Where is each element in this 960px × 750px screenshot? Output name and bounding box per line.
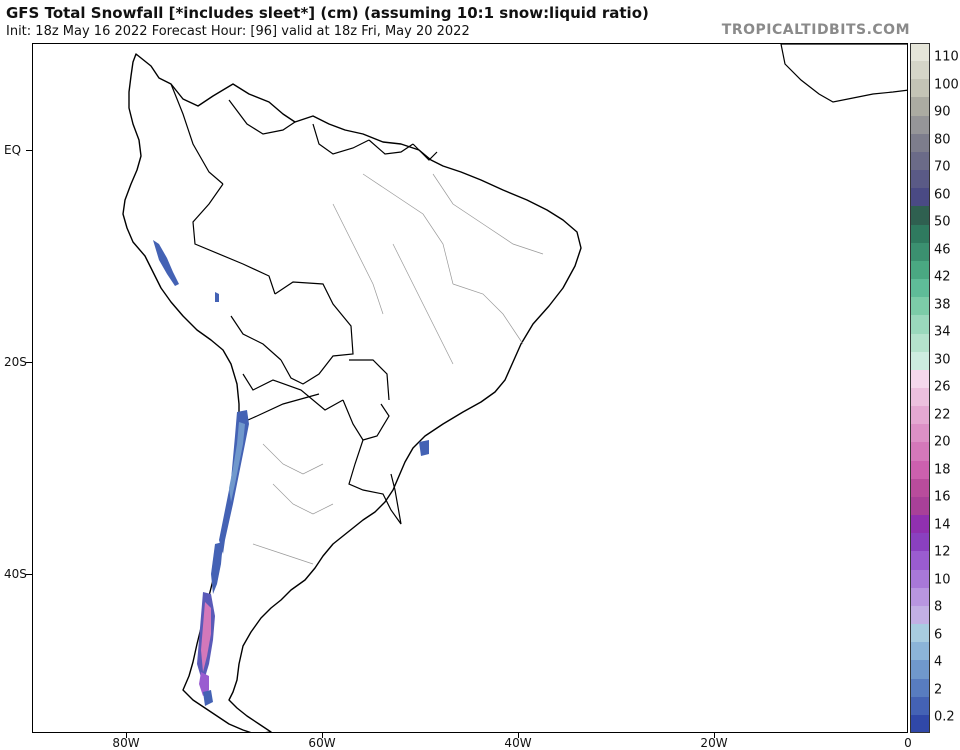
- lon-label-20w: 20W: [700, 736, 728, 750]
- colorbar-swatch: [910, 61, 930, 80]
- colorbar-label: 0.2: [934, 709, 955, 725]
- lon-label-60w: 60W: [308, 736, 336, 750]
- colorbar: 110 100 90 80 70 60 50 46 42 38 34 30 26 22 20 18 16 14 12…: [908, 43, 960, 734]
- colorbar-swatch: [910, 43, 930, 62]
- colorbar-label: 46: [934, 242, 951, 257]
- colorbar-swatch: [910, 315, 930, 335]
- lat-tick: [26, 362, 32, 363]
- lat-label-20s: 20S: [4, 355, 27, 369]
- country-borders: [170, 83, 438, 525]
- colorbar-swatch: [910, 406, 930, 425]
- lon-tick: [322, 733, 323, 738]
- colorbar-swatch: [910, 206, 930, 226]
- colorbar-label: 42: [934, 269, 951, 285]
- lon-label-80w: 80W: [112, 736, 140, 750]
- colorbar-label: 34: [934, 324, 951, 340]
- lon-tick: [714, 733, 715, 738]
- colorbar-swatch: [910, 133, 930, 153]
- colorbar-swatch: [910, 369, 930, 389]
- lon-tick: [126, 733, 127, 738]
- colorbar-label: 100: [934, 77, 959, 92]
- colorbar-swatch: [910, 696, 930, 716]
- colorbar-swatch: [910, 260, 930, 280]
- colorbar-swatch: [910, 97, 930, 117]
- colorbar-swatch: [910, 224, 930, 244]
- snowfall-shading: [153, 240, 429, 706]
- colorbar-label: 110: [934, 49, 959, 65]
- lat-tick: [26, 574, 32, 575]
- colorbar-swatch: [910, 351, 930, 371]
- colorbar-swatch: [910, 478, 930, 498]
- colorbar-swatch: [910, 460, 930, 480]
- colorbar-label: 26: [934, 379, 951, 395]
- south-america-outline: [122, 53, 582, 732]
- colorbar-label: 80: [934, 132, 951, 147]
- colorbar-label: 50: [934, 214, 951, 230]
- colorbar-swatch: [910, 79, 930, 98]
- colorbar-swatch: [910, 151, 930, 171]
- colorbar-swatch: [910, 605, 930, 625]
- colorbar-swatch: [910, 242, 930, 262]
- colorbar-swatch: [910, 515, 930, 534]
- map-title: GFS Total Snowfall [*includes sleet*] (c…: [6, 4, 649, 22]
- lat-label-eq: EQ: [4, 143, 22, 157]
- colorbar-label: 8: [934, 599, 943, 615]
- map-canvas: [122, 44, 907, 732]
- africa-outline: [780, 44, 907, 103]
- colorbar-swatch: [910, 587, 930, 607]
- colorbar-swatch: [910, 333, 930, 353]
- lon-label-0: 0: [904, 736, 912, 750]
- colorbar-swatch: [910, 624, 930, 643]
- colorbar-label: 12: [934, 544, 951, 560]
- colorbar-label: 90: [934, 104, 951, 120]
- colorbar-label: 2: [934, 682, 943, 697]
- colorbar-swatch: [910, 551, 930, 571]
- colorbar-swatch: [910, 678, 930, 698]
- colorbar-label: 14: [934, 517, 951, 532]
- site-credit: TROPICALTIDBITS.COM: [721, 22, 910, 38]
- colorbar-swatch: [910, 388, 930, 407]
- colorbar-swatch: [910, 496, 930, 516]
- colorbar-swatch: [910, 533, 930, 552]
- colorbar-label: 38: [934, 297, 951, 312]
- colorbar-swatch: [910, 115, 930, 135]
- colorbar-swatch: [910, 442, 930, 462]
- colorbar-swatch: [910, 170, 930, 189]
- colorbar-label: 22: [934, 407, 951, 422]
- lat-label-40s: 40S: [4, 567, 27, 581]
- colorbar-label: 10: [934, 572, 951, 587]
- colorbar-swatch: [910, 297, 930, 316]
- colorbar-swatch: [910, 188, 930, 207]
- lon-tick: [518, 733, 519, 738]
- colorbar-label: 70: [934, 159, 951, 175]
- colorbar-swatch: [910, 424, 930, 443]
- map-panel: [32, 43, 908, 733]
- lon-label-40w: 40W: [504, 736, 532, 750]
- colorbar-label: 18: [934, 462, 951, 477]
- colorbar-label: 6: [934, 627, 943, 642]
- colorbar-label: 60: [934, 187, 951, 202]
- colorbar-swatch: [910, 279, 930, 298]
- colorbar-label: 30: [934, 352, 951, 367]
- map-subtitle: Init: 18z May 16 2022 Forecast Hour: [96…: [6, 24, 470, 39]
- colorbar-label: 20: [934, 434, 951, 450]
- colorbar-label: 4: [934, 654, 943, 670]
- colorbar-label: 16: [934, 489, 951, 505]
- colorbar-swatch: [910, 642, 930, 661]
- colorbar-swatch: [910, 569, 930, 589]
- lat-tick: [26, 150, 32, 151]
- colorbar-swatch: [910, 660, 930, 680]
- colorbar-swatch: [910, 714, 930, 734]
- state-borders: [252, 173, 544, 565]
- colorbar-frame: [910, 43, 930, 733]
